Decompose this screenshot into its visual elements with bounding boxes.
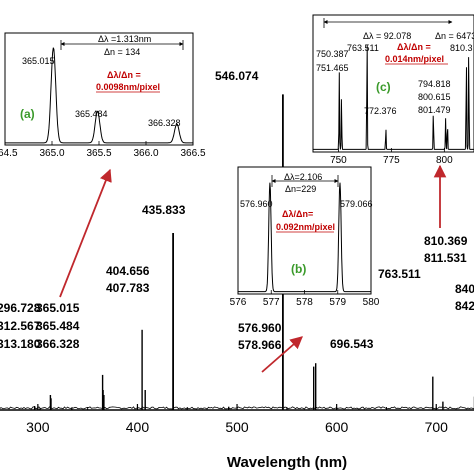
inset-c-ticks: 750 775 800 (330, 148, 453, 166)
inset-tick-label: 577 (263, 297, 280, 308)
inset-tick-label: 579 (329, 297, 346, 308)
inset-tick-label: 365.5 (86, 148, 111, 159)
inset-c-spectrum (312, 45, 474, 150)
inset-a-ratio-line1: Δλ/Δn = (107, 70, 141, 80)
inset-tick-label: 800 (436, 155, 453, 166)
peak-label-763-511: 763.511 (378, 267, 421, 281)
inset-a-spectrum (4, 47, 193, 144)
peak-label-576-960: 576.960 (238, 321, 282, 335)
peak-label-366-328: 366.328 (36, 337, 80, 351)
peak-label-312-567: 312.567 (0, 319, 41, 333)
inset-b-frame (237, 166, 372, 295)
inset-a-peak-label-365-484: 365.484 (75, 109, 108, 119)
inset-b-delta-lambda: Δλ=2.106 (284, 172, 322, 182)
inset-c-delta-n: Δn = 6473 (435, 31, 474, 41)
x-tick-label-700: 700 (425, 419, 449, 435)
inset-b-ratio-line2: 0.092nm/pixel (276, 222, 335, 232)
inset-c-peak-label-801-479: 801.479 (418, 105, 451, 115)
x-tick-label-500: 500 (225, 419, 249, 435)
peak-label-842: 842 (455, 299, 474, 313)
inset-b-panel-label: (b) (291, 262, 306, 276)
inset-b: 576 577 578 579 580 Δλ=2.106 Δn=229 Δλ/Δn= 0… (230, 166, 380, 308)
x-axis-ticks: 300400500600700800 (26, 404, 449, 435)
inset-b-delta-n: Δn=229 (285, 184, 316, 194)
peak-label-313-180: 313.180 (0, 337, 41, 351)
inset-a-peak-label-366-328: 366.328 (148, 118, 181, 128)
peak-label-811-531: 811.531 (424, 251, 467, 265)
inset-b-peak-label-576-960: 576.960 (240, 199, 273, 209)
inset-c-peak-label-810-3: 810.3 (450, 43, 473, 53)
inset-c: 750 775 800 Δλ = 92.078 Δn = 6473 Δλ/Δn = … (312, 14, 474, 166)
inset-b-peak-label-579-066: 579.066 (340, 199, 373, 209)
inset-c-peak-label-794-818: 794.818 (418, 79, 451, 89)
inset-tick-label: 576 (230, 297, 247, 308)
inset-c-peak-label-750-387: 750.387 (316, 49, 349, 59)
inset-a-ratio-line2: 0.0098nm/pixel (96, 82, 160, 92)
peak-label-365-484: 365.484 (36, 319, 80, 333)
inset-c-ratio-line2: 0.014nm/pixel (385, 54, 444, 64)
inset-a: 364.5 365.0 365.5 366.0 366.5 Δλ =1.313nm Δn… (0, 32, 206, 159)
peak-label-404-656: 404.656 (106, 264, 150, 278)
inset-a-peak-label-365-015: 365.015 (22, 56, 55, 66)
peak-label-546-074: 546.074 (215, 69, 259, 83)
inset-a-delta-n: Δn = 134 (104, 47, 140, 57)
x-tick-label-400: 400 (126, 419, 150, 435)
peak-label-840: 840 (455, 282, 474, 296)
inset-a-panel-label: (a) (20, 107, 35, 121)
inset-tick-label: 578 (296, 297, 313, 308)
inset-b-ticks: 576 577 578 579 580 (230, 290, 380, 308)
inset-b-ratio-line1: Δλ/Δn= (282, 209, 313, 219)
main-plot: 300 400 500 600 700 800 546.074 435.833 404.6… (0, 69, 474, 471)
peak-label-696-543: 696.543 (330, 337, 374, 351)
main-peak-labels: 546.074 435.833 404.656 407.783 365.015 … (0, 69, 474, 352)
inset-c-peak-label-772-376: 772.376 (364, 106, 397, 116)
inset-c-peak-label-763-511: 763.511 (347, 43, 379, 53)
inset-tick-label: 750 (330, 155, 347, 166)
x-tick-label-600: 600 (325, 419, 349, 435)
inset-a-delta-lambda: Δλ =1.313nm (98, 34, 151, 44)
peak-label-296-728: 296.728 (0, 301, 41, 315)
inset-c-ratio-line1: Δλ/Δn = (397, 42, 431, 52)
peak-label-407-783: 407.783 (106, 281, 150, 295)
inset-tick-label: 365.0 (39, 148, 64, 159)
peak-label-365-015: 365.015 (36, 301, 80, 315)
x-axis-title: Wavelength (nm) (227, 454, 347, 471)
inset-c-peak-label-800-615: 800.615 (418, 92, 451, 102)
inset-tick-label: 364.5 (0, 148, 18, 159)
spectrum-baseline (0, 406, 474, 410)
inset-tick-label: 366.0 (133, 148, 158, 159)
inset-c-peak-label-751-465: 751.465 (316, 63, 349, 73)
peak-label-810-369: 810.369 (424, 234, 468, 248)
inset-tick-label: 366.5 (180, 148, 205, 159)
inset-tick-label: 775 (383, 155, 400, 166)
inset-c-panel-label: (c) (376, 80, 391, 94)
arrow-to-inset-a (59, 168, 112, 298)
inset-arrows (59, 164, 447, 373)
x-tick-label-300: 300 (26, 419, 50, 435)
inset-a-ticks: 364.5 365.0 365.5 366.0 366.5 (0, 141, 206, 159)
inset-tick-label: 580 (363, 297, 380, 308)
inset-a-frame (4, 32, 194, 146)
peak-label-435-833: 435.833 (142, 203, 186, 217)
inset-c-delta-lambda: Δλ = 92.078 (363, 31, 411, 41)
arrow-to-inset-b (261, 336, 303, 373)
peak-label-578-966: 578.966 (238, 338, 282, 352)
